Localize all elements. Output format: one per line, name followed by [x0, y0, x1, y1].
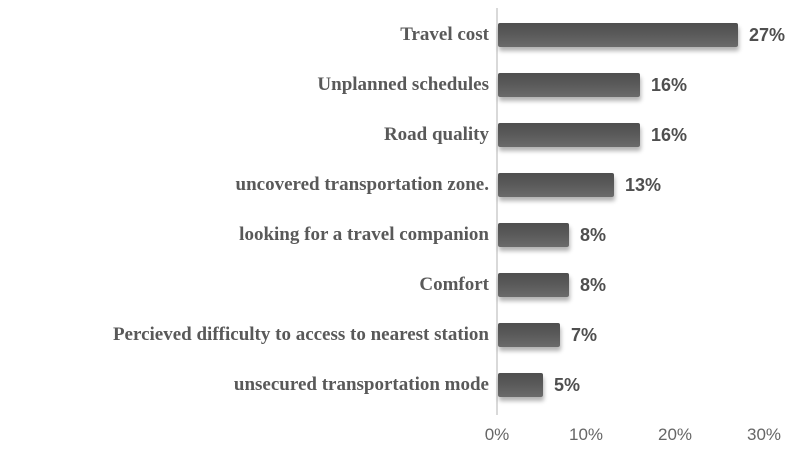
category-label: Unplanned schedules — [317, 74, 489, 95]
y-axis-line — [496, 8, 498, 415]
bar — [498, 73, 640, 97]
value-label: 5% — [554, 375, 581, 395]
bar — [498, 273, 569, 297]
x-tick-label: 30% — [746, 425, 782, 444]
bar — [498, 323, 560, 347]
value-label: 8% — [580, 275, 607, 295]
bar — [498, 123, 640, 147]
bar — [498, 23, 738, 47]
value-label: 7% — [571, 325, 598, 345]
value-label: 8% — [580, 225, 607, 245]
category-label: Percieved difficulty to access to neares… — [112, 324, 489, 345]
category-label: Road quality — [383, 124, 489, 145]
value-label: 13% — [625, 175, 662, 195]
category-label: looking for a travel companion — [239, 224, 489, 245]
x-tick-label: 20% — [657, 425, 693, 444]
bar — [498, 373, 543, 397]
x-tick-label: 0% — [484, 425, 510, 444]
x-tick-label: 10% — [568, 425, 604, 444]
value-label: 27% — [749, 25, 786, 45]
category-label: unsecured transportation mode — [233, 374, 489, 395]
category-label: Comfort — [419, 274, 489, 295]
value-label: 16% — [651, 125, 688, 145]
bar — [498, 173, 614, 197]
category-label: Travel cost — [400, 24, 489, 45]
value-label: 16% — [651, 75, 688, 95]
category-label: uncovered transportation zone. — [235, 174, 490, 195]
bar — [498, 223, 569, 247]
